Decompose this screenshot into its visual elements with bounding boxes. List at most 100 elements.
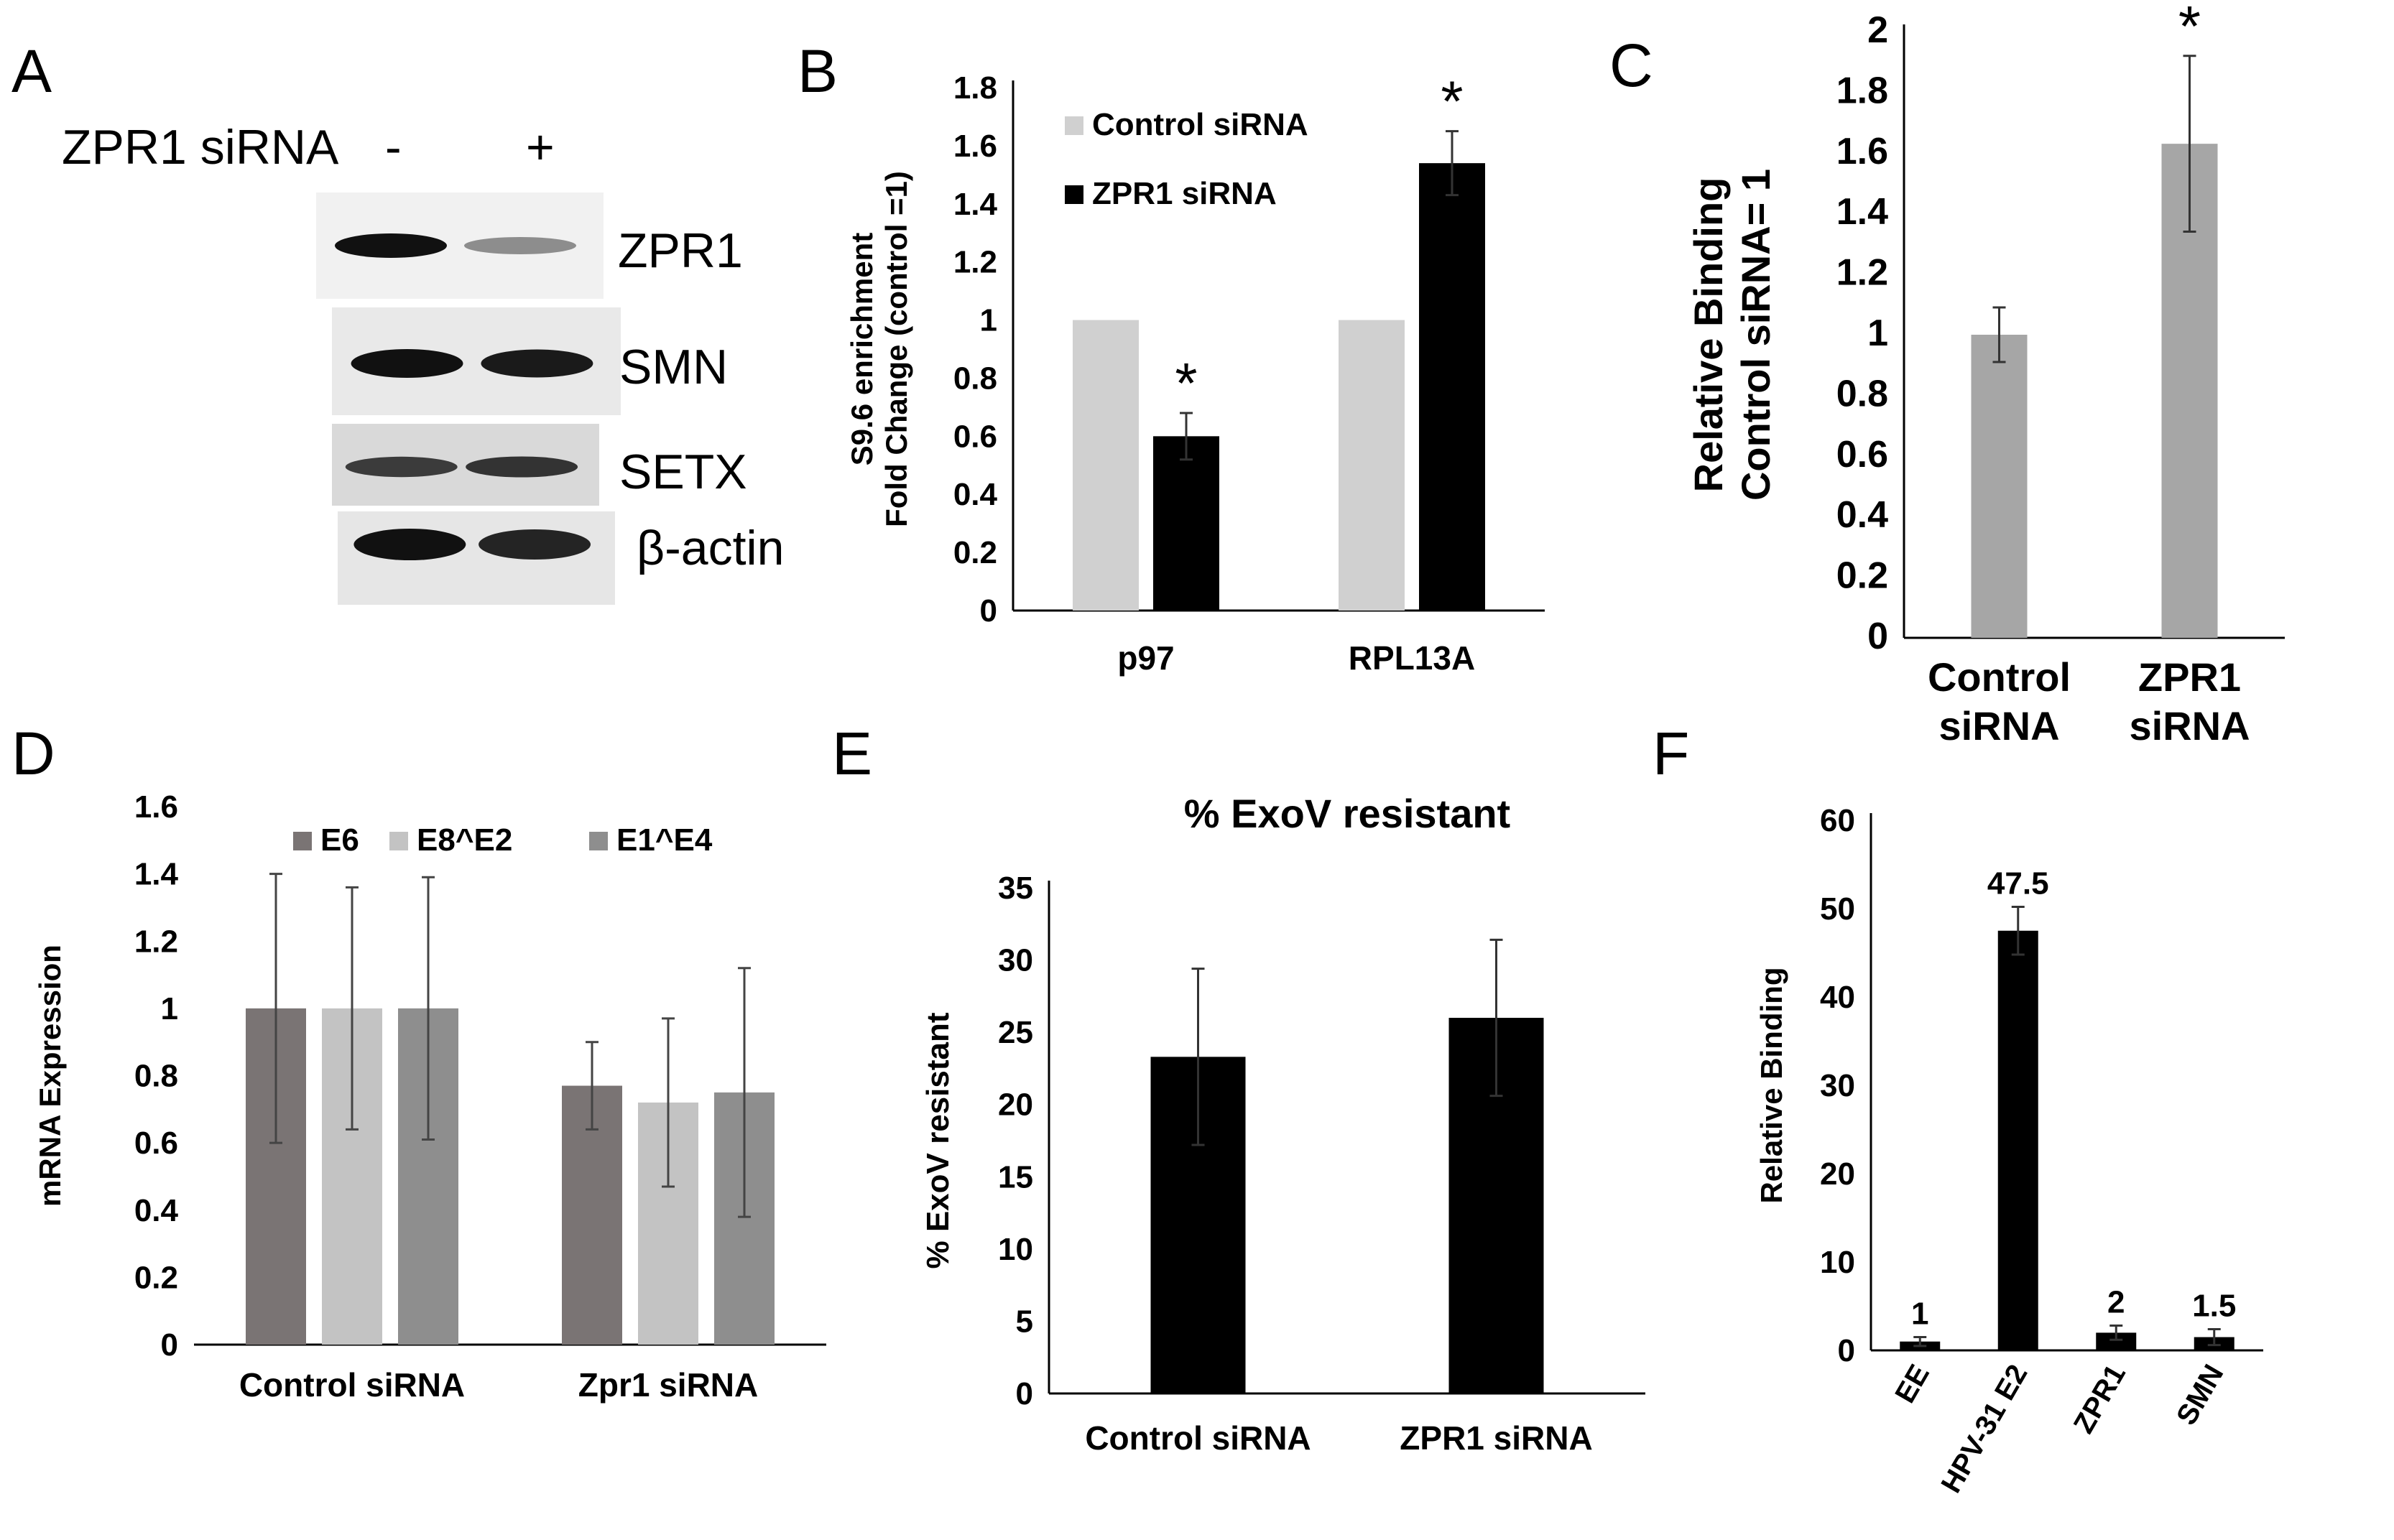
y-tick-label: 0.6 [953,419,997,454]
x-category-label: ZPR1 siRNA [1400,1419,1592,1457]
data-label: 1 [1911,1297,1928,1332]
y-tick-label: 0 [1016,1376,1033,1411]
y-tick-label: 1 [1867,312,1888,354]
blot-band [335,233,447,258]
y-tick-label: 1.6 [953,129,997,164]
blot-band [353,529,466,560]
blot-band [466,456,578,478]
chart-panel-d: 0 0.2 0.4 0.6 0.8 1 1.2 1.4 1.6 mRNA Expression Co… [33,789,826,1404]
bar-control-sirna [1073,320,1139,611]
blot-band-label: SETX [619,445,747,499]
legend-swatch [589,832,608,850]
legend-label: E1^E4 [616,822,713,858]
y-tick-label: 1 [161,991,178,1026]
x-category-label: ZPR1 [2068,1360,2132,1439]
panel-label-b: B [798,37,838,105]
x-category-label: HPV-31 E2 [1935,1360,2033,1498]
y-tick-label: 0.8 [134,1059,178,1094]
y-tick-label: 30 [998,943,1033,978]
data-label: 2 [2107,1285,2125,1320]
y-tick-label: 1.2 [1836,252,1888,294]
blot-lane-minus: - [385,120,402,175]
data-label: 47.5 [1987,866,2049,901]
y-tick-label: 0 [161,1327,178,1363]
panel-label-f: F [1653,720,1689,787]
y-tick-label: 0.4 [1836,494,1888,536]
bar-zpr1-sirna [1153,436,1219,611]
blot-header-label: ZPR1 siRNA [62,120,339,175]
legend-label: E8^E2 [417,822,512,858]
y-tick-label: 0.2 [953,535,997,570]
y-tick-label: 0.4 [953,477,998,512]
bar-zpr1-sirna [1419,163,1485,611]
legend-label: Control siRNA [1092,107,1308,142]
bar-control-sirna [1339,320,1405,611]
y-tick-label: 10 [1820,1245,1855,1280]
chart-panel-e: 0 5 10 15 20 25 30 35 % ExoV resistant Control si… [920,791,1645,1457]
y-axis-title: % ExoV resistant [920,1012,956,1268]
chart-title: % ExoV resistant [1184,791,1510,836]
y-axis-title: Relative Binding [1686,177,1731,493]
y-tick-label: 0.6 [1836,434,1888,476]
y-tick-label: 35 [998,871,1033,906]
y-tick-label: 25 [998,1015,1033,1050]
y-axis-title: mRNA Expression [33,945,67,1207]
western-blot-panel: ZPR1 siRNA - + ZPR1 SMN SETX β-actin [62,120,784,605]
chart-panel-f: 0 10 20 30 40 50 60 Relative Binding 1 EE 47.5 HPV-… [1755,803,2263,1498]
data-label: 1.5 [2192,1288,2236,1323]
y-tick-label: 0.2 [134,1260,178,1295]
blot-band-label: ZPR1 [618,223,743,278]
y-tick-label: 1.4 [953,187,998,222]
blot-band-label: SMN [619,340,728,394]
x-category-label: EE [1889,1360,1936,1409]
y-tick-label: 0 [1867,616,1888,657]
significance-star: * [2178,0,2201,58]
y-tick-label: 1.4 [1836,191,1888,233]
blot-band-label: β-actin [637,521,784,575]
y-tick-label: 1 [980,303,997,338]
y-tick-label: 1.4 [134,857,179,892]
y-axis-title: Fold Change (control =1) [879,171,913,527]
x-category-label: Control [1928,654,2071,700]
y-tick-label: 50 [1820,891,1855,927]
legend-label: E6 [320,822,359,858]
panel-label-e: E [832,720,872,787]
y-tick-label: 1.8 [953,70,997,106]
x-category-label: SMN [2171,1360,2230,1431]
blot-band [351,349,463,378]
blot-strip-4 [338,511,615,605]
significance-star: * [1441,70,1463,134]
x-category-label: Control siRNA [1085,1419,1311,1457]
y-tick-label: 5 [1016,1304,1033,1339]
y-axis-title: Control siRNA= 1 [1733,169,1778,501]
y-tick-label: 1.6 [1836,131,1888,172]
y-tick-label: 1.2 [953,245,997,280]
legend-label: ZPR1 siRNA [1092,176,1277,211]
y-tick-label: 2 [1867,9,1888,51]
y-tick-label: 1.8 [1836,70,1888,111]
x-category-label: Control siRNA [239,1366,465,1404]
blot-band [464,236,576,255]
blot-band [345,456,458,478]
y-tick-label: 1.6 [134,789,178,825]
blot-band [479,529,591,560]
x-category-label: Zpr1 siRNA [578,1366,758,1404]
panel-label-d: D [11,720,55,787]
blot-strips: ZPR1 SMN SETX β-actin [316,192,784,605]
x-category-label: siRNA [2129,703,2250,748]
y-tick-label: 30 [1820,1068,1855,1103]
y-axis-title: Relative Binding [1755,967,1788,1203]
y-tick-label: 0.2 [1836,555,1888,597]
y-tick-label: 20 [998,1087,1033,1123]
y-tick-label: 60 [1820,803,1855,838]
y-tick-label: 0 [980,593,997,628]
significance-star: * [1175,351,1197,415]
y-tick-label: 0 [1838,1333,1855,1368]
y-tick-label: 0.4 [134,1193,179,1228]
legend-swatch [1065,116,1083,135]
legend-swatch [389,832,408,850]
panel-label-c: C [1609,32,1653,99]
legend-swatch [1065,185,1083,204]
chart-panel-c: 0 0.2 0.4 0.6 0.8 1 1.2 1.4 1.6 1.8 2 Relative Bind… [1686,0,2285,748]
